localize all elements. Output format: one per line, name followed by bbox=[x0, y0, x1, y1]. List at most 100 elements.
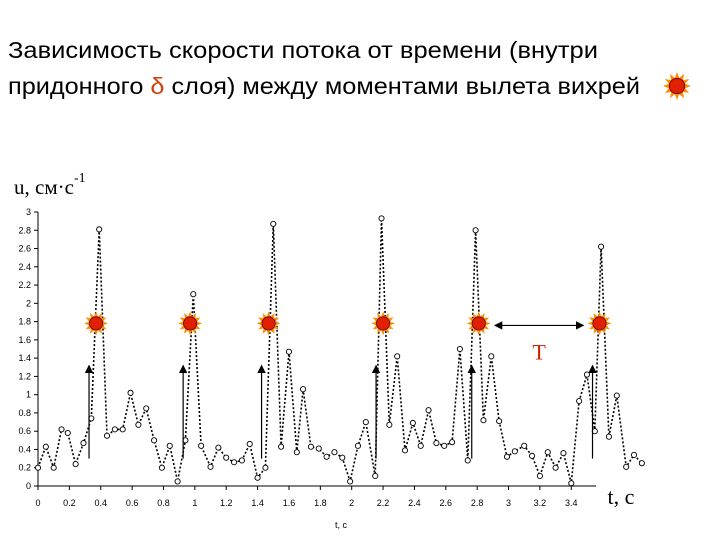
data-point bbox=[638, 460, 645, 467]
y-tick-label: 1.8 bbox=[18, 317, 31, 327]
data-point bbox=[215, 444, 222, 451]
data-point bbox=[58, 426, 65, 433]
data-point bbox=[339, 454, 346, 461]
y-tick-label: 3 bbox=[26, 207, 31, 217]
data-point bbox=[583, 371, 591, 378]
data-point bbox=[135, 421, 142, 428]
x-tick-label: 0 bbox=[35, 498, 40, 508]
title-line: Зависимость скорости потока от времени (… bbox=[8, 37, 598, 63]
y-tick-label: 1.4 bbox=[18, 353, 31, 363]
star-core bbox=[668, 77, 686, 95]
star-core bbox=[261, 316, 276, 331]
data-point bbox=[278, 443, 285, 450]
data-point bbox=[480, 417, 487, 424]
data-point bbox=[223, 454, 230, 461]
x-tick-label: 2.4 bbox=[408, 498, 421, 508]
data-point bbox=[417, 442, 424, 449]
x-tick-label: 2.2 bbox=[377, 498, 390, 508]
data-point bbox=[386, 421, 393, 428]
star-core bbox=[183, 316, 198, 331]
data-point bbox=[80, 440, 87, 447]
x-tick-label: 0.6 bbox=[126, 498, 139, 508]
data-point bbox=[315, 445, 322, 452]
data-point bbox=[560, 450, 567, 457]
data-point bbox=[119, 426, 126, 433]
data-point bbox=[529, 452, 536, 459]
data-point bbox=[158, 464, 165, 471]
data-point bbox=[207, 463, 214, 470]
data-point bbox=[166, 442, 173, 449]
x-tick-label: 2.8 bbox=[471, 498, 484, 508]
data-point bbox=[64, 429, 71, 437]
x-tick-label: 1.4 bbox=[251, 498, 264, 508]
data-point bbox=[425, 407, 432, 414]
data-point bbox=[231, 459, 238, 466]
star-core bbox=[89, 316, 104, 331]
data-point bbox=[409, 419, 416, 427]
data-point bbox=[50, 464, 57, 471]
y-axis-label: u, см·c-1 bbox=[14, 171, 86, 199]
data-point bbox=[42, 443, 49, 450]
data-point bbox=[372, 472, 379, 480]
data-point bbox=[174, 478, 181, 485]
data-point bbox=[262, 464, 269, 471]
y-tick-label: 1.6 bbox=[18, 335, 31, 345]
data-point bbox=[254, 474, 261, 481]
x-tick-label: 3.4 bbox=[565, 498, 578, 508]
data-point bbox=[576, 398, 583, 405]
data-point bbox=[300, 386, 307, 393]
period-label: T bbox=[532, 339, 546, 364]
data-point bbox=[552, 464, 559, 471]
data-point bbox=[307, 443, 314, 450]
star-core bbox=[376, 316, 391, 331]
data-point bbox=[293, 449, 300, 456]
data-point bbox=[285, 348, 293, 355]
x-tick-label: 2.6 bbox=[440, 498, 453, 508]
star-core bbox=[592, 316, 607, 331]
y-tick-label: 2 bbox=[26, 298, 31, 308]
y-tick-label: 0 bbox=[26, 481, 31, 491]
data-point bbox=[246, 440, 253, 448]
data-point bbox=[151, 437, 158, 444]
y-tick-label: 0.6 bbox=[18, 426, 31, 436]
title-text: слоя) между моментами вылета вихрей bbox=[165, 73, 640, 99]
event-marker bbox=[663, 72, 691, 100]
data-point bbox=[613, 392, 620, 399]
event-marker bbox=[84, 311, 108, 336]
y-tick-label: 1 bbox=[26, 390, 31, 400]
event-marker bbox=[178, 311, 203, 336]
y-tick-label: 2.6 bbox=[18, 244, 31, 254]
data-line bbox=[37, 218, 643, 485]
x-tick-label: 2 bbox=[349, 498, 354, 508]
y-tick-label: 2.2 bbox=[18, 280, 31, 290]
event-marker bbox=[587, 311, 612, 336]
data-point bbox=[111, 426, 118, 433]
y-tick-label: 1.2 bbox=[18, 371, 31, 381]
label-bg bbox=[596, 482, 646, 508]
data-point bbox=[511, 448, 518, 455]
data-point bbox=[238, 457, 245, 464]
y-tick-label: 0.4 bbox=[18, 444, 31, 454]
event-marker bbox=[466, 311, 491, 336]
data-point bbox=[456, 345, 463, 353]
x-tick-label: 0.4 bbox=[94, 498, 107, 508]
star-core bbox=[471, 316, 486, 331]
data-point bbox=[103, 432, 111, 439]
data-point bbox=[198, 442, 205, 449]
data-point bbox=[630, 451, 638, 458]
event-marker bbox=[371, 311, 396, 336]
data-point bbox=[127, 389, 134, 396]
data-point bbox=[598, 243, 605, 250]
y-tick-label: 2.8 bbox=[18, 225, 31, 235]
x-tick-label: 3.2 bbox=[534, 498, 547, 508]
data-point bbox=[362, 419, 369, 426]
data-point bbox=[323, 453, 330, 460]
data-point bbox=[394, 353, 401, 360]
x-tick-label: 1.2 bbox=[220, 498, 233, 508]
data-point bbox=[143, 405, 150, 412]
data-point bbox=[605, 433, 612, 440]
x-tick-label: 0.8 bbox=[157, 498, 170, 508]
data-point bbox=[464, 457, 471, 464]
x-axis-label-big: t, c bbox=[608, 484, 635, 509]
